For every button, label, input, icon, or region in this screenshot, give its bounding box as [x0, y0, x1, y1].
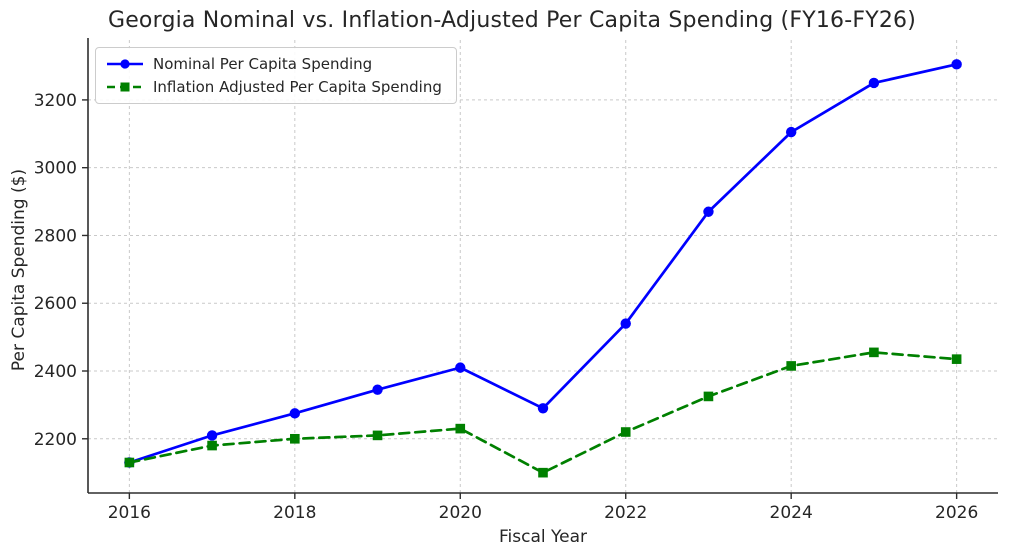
legend-label-nominal: Nominal Per Capita Spending	[153, 55, 373, 73]
svg-text:2020: 2020	[439, 503, 482, 523]
gridlines	[88, 40, 998, 493]
svg-text:2016: 2016	[108, 503, 151, 523]
legend: Nominal Per Capita Spending Inflation Ad…	[95, 47, 457, 104]
svg-text:2018: 2018	[273, 503, 316, 523]
axes-spines	[87, 38, 998, 494]
legend-label-inflation-adjusted: Inflation Adjusted Per Capita Spending	[153, 78, 442, 96]
chart-title: Georgia Nominal vs. Inflation-Adjusted P…	[107, 8, 917, 33]
svg-text:2026: 2026	[935, 503, 978, 523]
svg-text:2022: 2022	[604, 503, 647, 523]
svg-text:2600: 2600	[34, 294, 77, 314]
line-circle-icon	[106, 57, 144, 71]
svg-text:3000: 3000	[34, 159, 77, 179]
svg-text:2024: 2024	[770, 503, 813, 523]
tick-labels: 2016 2018 2020 2022 2024 2026 2200 2400 2600 2800…	[34, 91, 979, 523]
legend-item-inflation-adjusted: Inflation Adjusted Per Capita Spending	[106, 78, 442, 96]
svg-text:3200: 3200	[34, 91, 77, 111]
svg-text:2400: 2400	[34, 362, 77, 382]
series-nominal	[124, 59, 962, 468]
series-inflation-adjusted	[124, 347, 962, 478]
y-axis-label: Per Capita Spending ($)	[9, 168, 29, 372]
x-axis-label: Fiscal Year	[498, 527, 587, 547]
svg-text:2200: 2200	[34, 430, 77, 450]
legend-item-nominal: Nominal Per Capita Spending	[106, 55, 442, 73]
svg-text:2800: 2800	[34, 226, 77, 246]
dashed-line-square-icon	[106, 80, 144, 94]
